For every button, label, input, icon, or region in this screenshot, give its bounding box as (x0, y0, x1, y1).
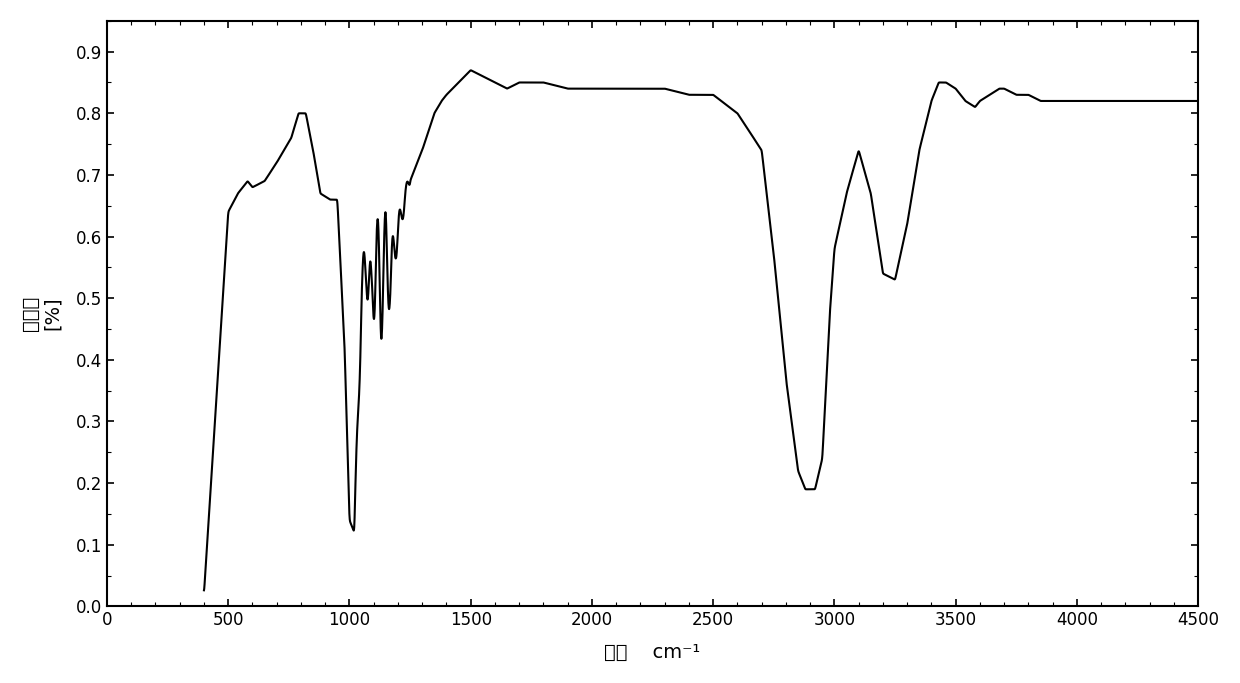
X-axis label: 波数    cm⁻¹: 波数 cm⁻¹ (604, 643, 701, 662)
Y-axis label: 吸光度
[%]: 吸光度 [%] (21, 296, 62, 331)
